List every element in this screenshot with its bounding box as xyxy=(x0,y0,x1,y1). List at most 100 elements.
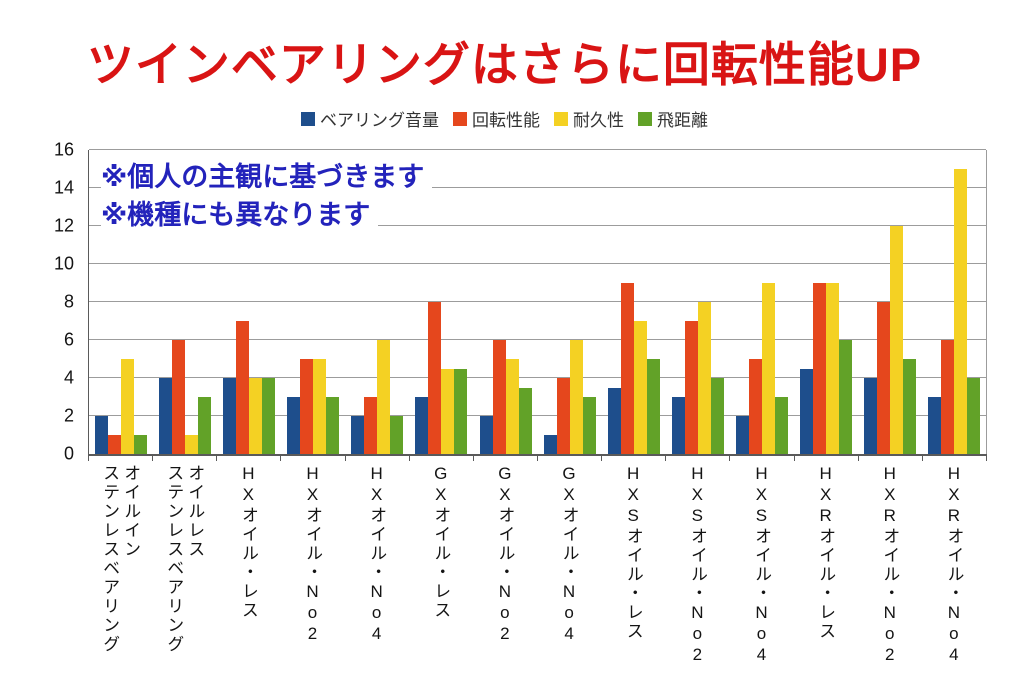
bar-group xyxy=(345,150,409,454)
y-tick-label: 10 xyxy=(53,253,74,274)
x-tick xyxy=(537,454,538,461)
bar xyxy=(223,378,237,454)
x-label-cell: GXオイル・レス xyxy=(409,464,473,696)
x-axis-labels: オイルイン ステンレスベアリング オイルレス ステンレスベアリング HXオイル・レス HX… xyxy=(88,464,986,696)
bar xyxy=(761,283,775,454)
bar xyxy=(556,378,570,454)
bar xyxy=(825,283,839,454)
bar-group xyxy=(217,150,281,454)
x-label-cell: GXオイル・No2 xyxy=(473,464,537,696)
bar xyxy=(326,397,340,454)
bar xyxy=(300,359,314,454)
x-tick xyxy=(793,454,795,461)
y-tick-label: 12 xyxy=(53,215,74,236)
legend-label: 耐久性 xyxy=(573,111,624,130)
x-axis-label-line: HXオイル・No2 xyxy=(302,464,322,645)
bar xyxy=(633,321,647,454)
y-tick-label: 4 xyxy=(63,367,74,388)
x-axis-label-line: GXオイル・レス xyxy=(431,464,451,620)
bar xyxy=(735,416,749,454)
x-axis-label-line: HXRオイル・No2 xyxy=(880,464,900,666)
bar-group xyxy=(602,150,666,454)
bar xyxy=(967,378,981,454)
bar xyxy=(172,340,186,454)
x-label-cell: HXRオイル・レス xyxy=(794,464,858,696)
gridline xyxy=(89,225,986,226)
bar xyxy=(108,435,122,454)
bar-group xyxy=(473,150,537,454)
x-axis-label-line: オイルイン xyxy=(121,464,141,559)
bar xyxy=(697,302,711,454)
x-axis-label: オイルイン ステンレスベアリング xyxy=(99,464,141,654)
bar xyxy=(543,435,557,454)
bar-group xyxy=(409,150,473,454)
x-label-cell: GXオイル・No4 xyxy=(537,464,601,696)
bar xyxy=(774,397,788,454)
bar xyxy=(377,340,391,454)
x-axis-label-line: HXオイル・No4 xyxy=(367,464,387,645)
gridline xyxy=(89,377,986,378)
annotation: ※個人の主観に基づきます ※機種にも異なります xyxy=(101,158,433,235)
x-tick xyxy=(986,454,987,461)
x-axis-label: オイルレス ステンレスベアリング xyxy=(163,464,205,654)
bar xyxy=(351,416,365,454)
y-tick-label: 8 xyxy=(63,291,74,312)
bar xyxy=(287,397,301,454)
y-tick-label: 16 xyxy=(53,139,74,160)
bar xyxy=(646,359,660,454)
plot-area: ※個人の主観に基づきます ※機種にも異なります xyxy=(88,149,987,456)
x-tick xyxy=(408,454,410,461)
x-axis-label-line: HXRオイル・No4 xyxy=(944,464,964,666)
x-axis-label: HXRオイル・レス xyxy=(815,464,836,641)
bar xyxy=(518,387,532,454)
x-label-cell: HXオイル・レス xyxy=(216,464,280,696)
y-tick-label: 2 xyxy=(63,405,74,426)
legend-item: ベアリング音量 xyxy=(301,106,439,131)
x-axis-label: HXRオイル・No4 xyxy=(943,464,964,666)
y-axis-labels: 0 2 4 6 8 10 12 14 16 xyxy=(0,140,82,464)
x-axis-label-line: ステンレスベアリング xyxy=(100,464,120,654)
bar-group xyxy=(89,150,153,454)
bar xyxy=(159,378,173,454)
legend-item: 耐久性 xyxy=(554,106,624,131)
legend-swatch-icon xyxy=(638,111,652,126)
x-axis-label-line: HXSオイル・No4 xyxy=(751,464,771,666)
x-axis-ticks xyxy=(88,454,987,461)
bar xyxy=(748,359,762,454)
bar xyxy=(838,340,852,454)
x-axis-label-line: HXオイル・レス xyxy=(238,464,258,620)
bar xyxy=(607,387,621,454)
x-axis-label-line: HXSオイル・No2 xyxy=(687,464,707,666)
bar xyxy=(582,397,596,454)
legend: ベアリング音量 回転性能 耐久性 飛距離 xyxy=(0,106,1009,131)
annotation-line-2: ※機種にも異なります xyxy=(101,196,379,235)
bar xyxy=(902,359,916,454)
x-axis-label-line: GXオイル・No4 xyxy=(559,464,579,645)
gridline xyxy=(89,415,986,416)
x-axis-label: HXオイル・レス xyxy=(238,464,259,620)
legend-swatch-icon xyxy=(453,111,467,126)
bar xyxy=(710,378,724,454)
y-tick-label: 0 xyxy=(63,443,74,464)
x-axis-label: HXSオイル・レス xyxy=(623,464,644,641)
gridline xyxy=(89,301,986,302)
bar xyxy=(390,416,404,454)
annotation-line-1: ※個人の主観に基づきます xyxy=(101,158,433,197)
bar xyxy=(95,416,109,454)
legend-label: 飛距離 xyxy=(657,111,708,130)
bar xyxy=(185,435,199,454)
bar xyxy=(505,359,519,454)
x-label-cell: HXオイル・No2 xyxy=(280,464,344,696)
bar-group xyxy=(730,150,794,454)
legend-item: 飛距離 xyxy=(638,106,708,131)
x-tick xyxy=(280,454,282,461)
bar xyxy=(134,435,148,454)
x-label-cell: HXSオイル・No4 xyxy=(729,464,793,696)
x-tick xyxy=(216,454,218,461)
bar xyxy=(121,359,135,454)
gridline xyxy=(89,263,986,264)
bar-group xyxy=(281,150,345,454)
bar xyxy=(876,302,890,454)
x-tick xyxy=(344,454,346,461)
